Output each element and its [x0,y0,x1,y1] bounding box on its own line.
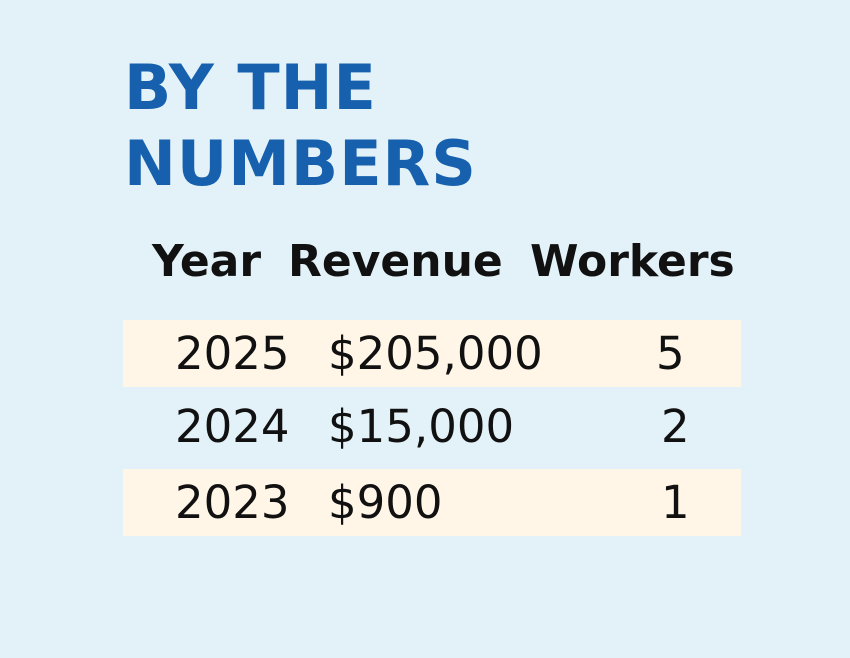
workers-cell: 1 [661,476,690,529]
revenue-cell: $15,000 [328,400,515,453]
column-header-year: Year [152,236,262,287]
table-row: 2024 $15,000 2 [123,393,741,460]
year-cell: 2023 [175,476,290,529]
revenue-cell: $205,000 [328,327,543,380]
column-header-revenue: Revenue [288,236,503,287]
year-cell: 2025 [175,327,290,380]
workers-cell: 5 [656,327,685,380]
year-cell: 2024 [175,400,290,453]
column-header-workers: Workers [530,236,735,287]
table-row: 2023 $900 1 [123,469,741,536]
infographic-title: BY THE NUMBERS [124,51,477,200]
table-row: 2025 $205,000 5 [123,320,741,387]
workers-cell: 2 [661,400,690,453]
revenue-cell: $900 [328,476,443,529]
